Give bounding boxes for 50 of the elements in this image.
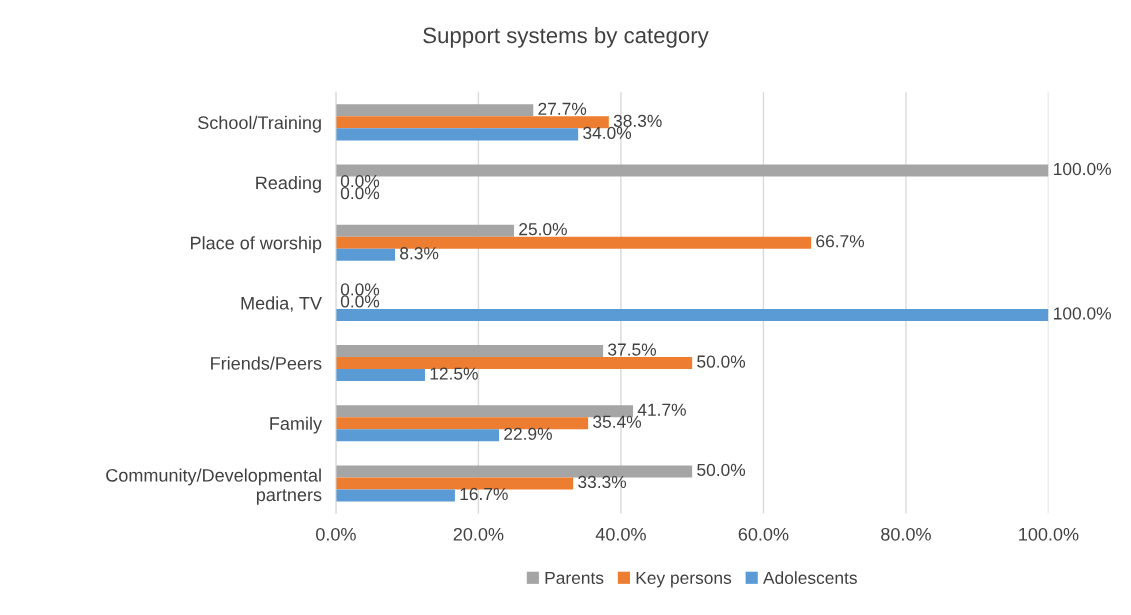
- bar: [335, 164, 1049, 177]
- x-tick-label: 0.0%: [316, 527, 356, 541]
- bar: [335, 128, 579, 141]
- data-label: 41.7%: [637, 403, 686, 416]
- data-label: 100.0%: [1054, 307, 1111, 320]
- bar: [335, 489, 455, 502]
- chart-title: Support systems by category: [423, 26, 709, 48]
- x-tick-label: 100.0%: [1019, 527, 1079, 541]
- y-tick-label: Friends/Peers: [211, 356, 322, 370]
- data-label: 0.0%: [340, 295, 380, 308]
- data-label: 22.9%: [504, 427, 552, 440]
- legend-label: Parents: [545, 571, 604, 585]
- y-tick-label: Reading: [256, 175, 321, 193]
- bar: [335, 224, 515, 237]
- data-label: 66.7%: [816, 235, 865, 248]
- y-tick-label: Media, TV: [241, 296, 322, 312]
- bar: [335, 248, 396, 261]
- x-tick-label: 20.0%: [453, 527, 504, 541]
- bar: [335, 236, 812, 249]
- bar: [335, 477, 574, 490]
- data-label: 27.7%: [538, 102, 587, 115]
- x-tick-label: 60.0%: [738, 527, 789, 541]
- data-label: 37.5%: [608, 343, 656, 356]
- x-tick-label: 80.0%: [881, 527, 931, 541]
- data-label: 0.0%: [340, 283, 380, 296]
- legend-label: Adolescents: [763, 571, 857, 585]
- y-tick-label: Community/Developmental partners: [106, 468, 322, 505]
- data-label: 12.5%: [430, 367, 478, 380]
- data-label: 0.0%: [340, 186, 380, 200]
- data-label: 100.0%: [1054, 162, 1111, 176]
- bar: [335, 104, 534, 117]
- bar: [335, 345, 604, 358]
- data-label: 8.3%: [400, 247, 439, 260]
- data-label: 16.7%: [460, 487, 508, 501]
- data-label: 33.3%: [578, 475, 627, 489]
- data-label: 25.0%: [519, 223, 567, 236]
- data-label: 50.0%: [697, 463, 746, 477]
- data-label: 0.0%: [340, 174, 380, 188]
- bar: [335, 429, 500, 442]
- legend-label: Key persons: [636, 571, 732, 588]
- bar: [335, 369, 425, 382]
- bar: [335, 308, 1049, 321]
- y-tick-label: Place of worship: [191, 236, 322, 253]
- y-tick-label: Family: [270, 416, 322, 434]
- data-label: 35.4%: [593, 415, 642, 428]
- x-tick-label: 40.0%: [595, 527, 646, 541]
- data-label: 38.3%: [613, 114, 662, 127]
- y-tick-label: School/Training: [198, 115, 321, 133]
- data-label: 34.0%: [583, 126, 632, 140]
- data-label: 50.0%: [697, 355, 746, 368]
